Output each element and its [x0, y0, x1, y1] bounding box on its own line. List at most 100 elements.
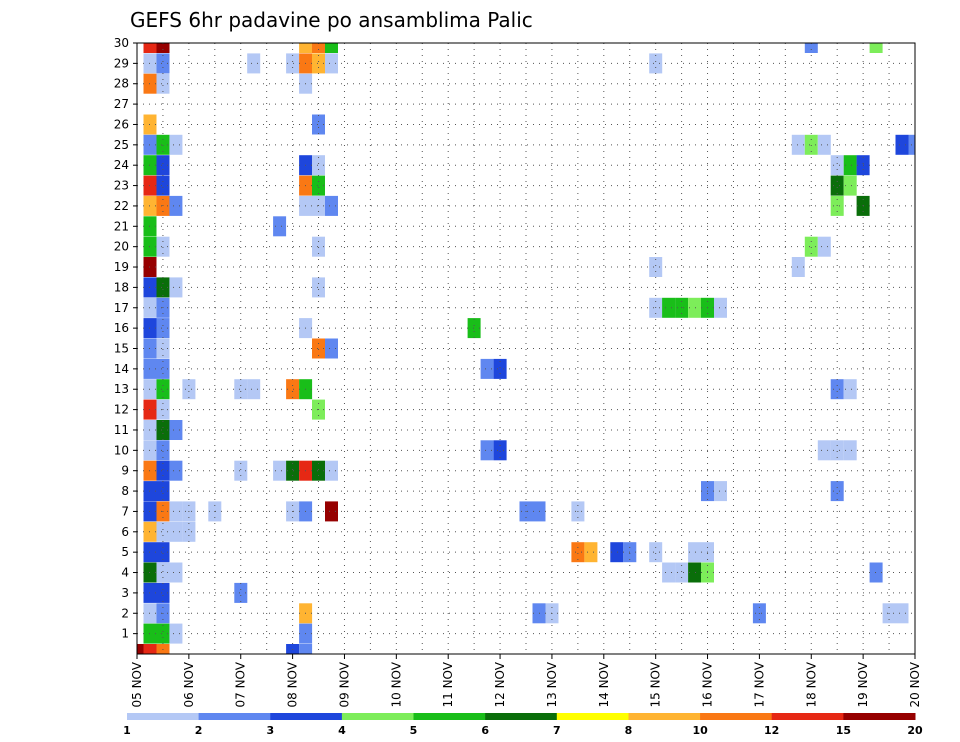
- colorbar-label: 3: [266, 724, 274, 737]
- heatmap-cell: [234, 379, 248, 400]
- x-tick-label: 15 NOV: [649, 661, 663, 707]
- colorbar-segment: [341, 713, 414, 720]
- heatmap-cell: [325, 43, 338, 53]
- heatmap-cell: [325, 53, 338, 74]
- y-tick-label: 7: [121, 504, 129, 518]
- heatmap-cell: [182, 379, 196, 400]
- heatmap-cell: [312, 460, 325, 481]
- heatmap-cell: [467, 318, 481, 339]
- colorbar-label: 8: [625, 724, 633, 737]
- heatmap-cell: [286, 379, 300, 400]
- heatmap-cell: [584, 542, 598, 563]
- heatmap-cell: [169, 460, 183, 481]
- x-tick-label: 06 NOV: [182, 661, 196, 707]
- heatmap-cell: [169, 277, 183, 298]
- y-tick-label: 17: [114, 301, 129, 315]
- colorbar-segment: [771, 713, 844, 720]
- plot-frame: [136, 42, 916, 655]
- heatmap-cell: [312, 236, 325, 257]
- heatmap-cell: [688, 297, 702, 318]
- heatmap-cell: [156, 379, 170, 400]
- heatmap-cell: [156, 43, 170, 53]
- colorbar-segment: [127, 713, 200, 720]
- y-tick-label: 25: [114, 138, 129, 152]
- heatmap-cell: [234, 582, 248, 603]
- heatmap-cells: [137, 43, 915, 654]
- y-tick-label: 28: [114, 77, 129, 91]
- y-tick-label: 3: [121, 586, 129, 600]
- heatmap-cell: [273, 216, 287, 237]
- y-axis: 1234567891011121314151617181920212223242…: [114, 36, 137, 641]
- colorbar-segment: [843, 713, 916, 720]
- colorbar-label: 5: [410, 724, 418, 737]
- heatmap-cell: [843, 440, 857, 461]
- heatmap-cell: [156, 542, 170, 563]
- y-tick-label: 26: [114, 117, 129, 131]
- heatmap-cell: [312, 277, 325, 298]
- heatmap-cell: [312, 338, 325, 359]
- heatmap-cell: [830, 481, 844, 502]
- y-tick-label: 18: [114, 280, 129, 294]
- heatmap-cell: [804, 236, 818, 257]
- heatmap-cell: [869, 43, 883, 53]
- heatmap-cell: [286, 53, 300, 74]
- colorbar-segment: [270, 713, 343, 720]
- colorbar-segment: [198, 713, 271, 720]
- heatmap-cell: [843, 175, 857, 196]
- x-tick-label: 09 NOV: [337, 661, 351, 707]
- heatmap-cell: [156, 481, 170, 502]
- y-tick-label: 8: [121, 484, 129, 498]
- y-tick-label: 9: [121, 464, 129, 478]
- colorbar-label: 20: [907, 724, 923, 737]
- y-tick-label: 5: [121, 545, 129, 559]
- y-tick-label: 1: [121, 627, 129, 641]
- y-tick-label: 19: [114, 260, 129, 274]
- y-tick-label: 24: [114, 158, 129, 172]
- heatmap-cell: [299, 644, 313, 654]
- colorbar-label: 2: [195, 724, 203, 737]
- x-tick-label: 11 NOV: [441, 661, 455, 707]
- x-tick-label: 10 NOV: [389, 661, 403, 707]
- heatmap-cell: [649, 53, 663, 74]
- heatmap-cell: [156, 623, 170, 644]
- heatmap-cell: [662, 562, 676, 583]
- heatmap-cell: [312, 43, 325, 53]
- heatmap-cell: [817, 440, 831, 461]
- y-tick-label: 14: [114, 362, 129, 376]
- x-tick-label: 20 NOV: [908, 661, 922, 707]
- y-tick-label: 2: [121, 606, 129, 620]
- heatmap-cell: [480, 440, 494, 461]
- heatmap-cell: [325, 338, 338, 359]
- heatmap-cell: [156, 155, 170, 176]
- x-tick-label: 05 NOV: [130, 661, 144, 707]
- heatmap-cell: [169, 521, 183, 542]
- y-tick-label: 6: [121, 525, 129, 539]
- heatmap-cell: [493, 440, 507, 461]
- colorbar-segment: [413, 713, 486, 720]
- heatmap-cell: [156, 134, 170, 155]
- colorbar-label: 6: [481, 724, 489, 737]
- colorbar-segment: [628, 713, 701, 720]
- heatmap-cell: [312, 114, 325, 135]
- heatmap-cell: [895, 134, 909, 155]
- colorbar: 1 2 3 4 5 6 7 8 10 12 15 20: [123, 713, 923, 737]
- y-tick-label: 10: [114, 443, 129, 457]
- heatmap-cell: [286, 460, 300, 481]
- heatmap-cell: [325, 195, 338, 216]
- heatmap-cell: [610, 542, 624, 563]
- heatmap-cell: [143, 43, 157, 53]
- heatmap-cell: [830, 175, 844, 196]
- x-tick-label: 17 NOV: [752, 661, 766, 707]
- y-tick-label: 30: [114, 36, 129, 50]
- heatmap-cell: [169, 420, 183, 440]
- x-tick-label: 14 NOV: [597, 661, 611, 707]
- colorbar-label: 4: [338, 724, 346, 737]
- y-tick-label: 12: [114, 403, 129, 417]
- heatmap-cell: [169, 623, 183, 644]
- heatmap-cell: [325, 501, 338, 522]
- heatmap-cell: [143, 644, 157, 654]
- heatmap-cell: [312, 155, 325, 176]
- heatmap-cell: [675, 562, 689, 583]
- x-tick-label: 12 NOV: [493, 661, 507, 707]
- heatmap-cell: [234, 460, 248, 481]
